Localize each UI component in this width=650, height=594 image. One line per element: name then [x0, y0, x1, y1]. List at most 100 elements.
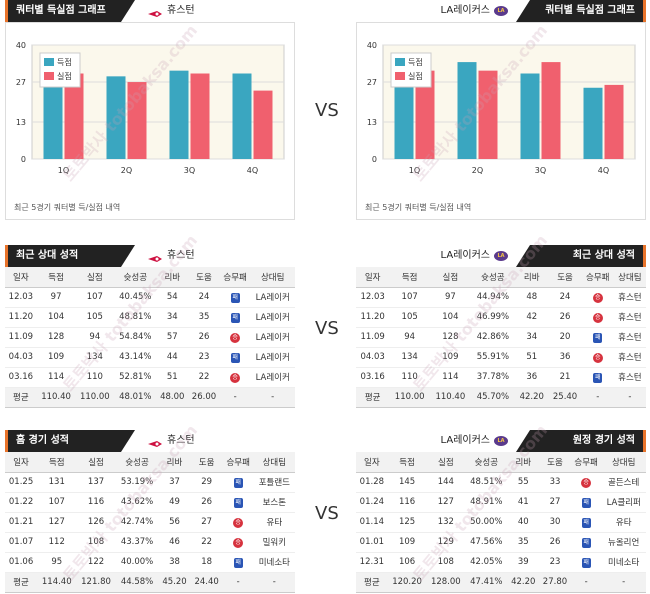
average-cell: -: [222, 572, 254, 593]
bar-실점-2Q: [127, 82, 147, 159]
bar-득점-3Q: [520, 73, 540, 159]
column-header: 리바: [507, 452, 540, 473]
average-cell: 27.80: [539, 572, 571, 593]
table-cell: LA레이커: [250, 367, 295, 388]
table-cell: 04.03: [356, 347, 390, 368]
average-cell: -: [570, 572, 602, 593]
average-cell: 45.70%: [470, 387, 516, 408]
table-cell: 107: [37, 492, 77, 513]
table-cell: 110: [75, 367, 115, 388]
result-badge: 승: [230, 332, 241, 343]
table-row: 01.06 95 122 40.00% 38 18 패 미네소타: [5, 552, 295, 573]
average-cell: 평균: [5, 387, 37, 408]
left-chart-team-name: 휴스턴: [167, 5, 195, 16]
legend-label: 득점: [57, 57, 72, 67]
table-cell: 38: [158, 552, 191, 573]
column-header: 리바: [515, 267, 549, 288]
table-cell: 30: [539, 512, 571, 533]
table-cell: 54.84%: [114, 327, 157, 348]
table-cell: 01.22: [5, 492, 38, 513]
table-cell: 104: [430, 307, 471, 328]
rockets-logo-icon: [147, 436, 163, 447]
average-cell: 26.00: [188, 387, 220, 408]
legend-swatch: [395, 72, 405, 80]
table-cell: 44.94%: [470, 287, 516, 308]
table-cell: 48.91%: [465, 492, 508, 513]
table-header-row: 일자 득점 실점 슛성공 리바 도움 승무패 상대팀: [5, 267, 295, 288]
recent-vs-label: VS: [315, 318, 339, 339]
column-header: 일자: [356, 267, 390, 288]
right-recent-title: 최근 상대 성적: [516, 245, 646, 267]
column-header: 상대팀: [601, 452, 646, 473]
result-badge-cell: 패: [222, 492, 254, 513]
table-cell: 36: [548, 347, 582, 368]
column-header: 승무패: [581, 267, 614, 288]
column-header: 슛성공: [465, 452, 508, 473]
column-header: 승무패: [219, 267, 251, 288]
result-badge: 승: [581, 477, 592, 488]
table-cell: 48.51%: [465, 472, 508, 493]
bar-실점-1Q: [415, 70, 435, 159]
table-cell: 42: [515, 307, 549, 328]
table-cell: 밀워키: [253, 532, 295, 553]
table-cell: 128: [36, 327, 76, 348]
table-cell: 42.05%: [465, 552, 508, 573]
table-cell: 40: [507, 512, 540, 533]
table-cell: 44: [156, 347, 189, 368]
average-cell: 48.01%: [114, 387, 157, 408]
left-recent-title: 최근 상대 성적: [5, 245, 135, 267]
average-cell: 121.80: [76, 572, 116, 593]
column-header: 리바: [158, 452, 191, 473]
table-cell: 108: [76, 532, 116, 553]
x-tick-label: 4Q: [247, 166, 258, 175]
column-header: 도움: [190, 452, 223, 473]
column-header: 슛성공: [470, 267, 516, 288]
table-cell: 56: [158, 512, 191, 533]
table-cell: 46.99%: [470, 307, 516, 328]
table-cell: 24: [548, 287, 582, 308]
table-cell: 50.00%: [465, 512, 508, 533]
table-row: 03.16 114 110 52.81% 51 22 승 LA레이커: [5, 367, 295, 388]
average-cell: -: [581, 387, 614, 408]
bar-실점-1Q: [64, 73, 84, 159]
table-row: 01.22 107 116 43.62% 49 26 패 보스톤: [5, 492, 295, 513]
average-cell: 24.40: [190, 572, 223, 593]
table-cell: 94: [75, 327, 115, 348]
bar-실점-4Q: [604, 84, 624, 159]
bar-실점-2Q: [478, 70, 498, 159]
right-recent-table: 일자 득점 실점 슛성공 리바 도움 승무패 상대팀 12.03 107 97 44.94% 48 24 승…: [356, 267, 646, 408]
table-cell: 126: [76, 512, 116, 533]
bar-득점-2Q: [106, 76, 126, 159]
table-cell: 유타: [601, 512, 646, 533]
table-cell: 20: [548, 327, 582, 348]
left-venue-team: 휴스턴: [147, 430, 195, 452]
lakers-logo-icon: LA: [494, 6, 508, 16]
right-chart-title: 쿼터별 득실점 그래프: [516, 0, 646, 22]
lakers-logo-icon: LA: [494, 251, 508, 261]
y-tick-label: 13: [16, 118, 26, 127]
average-cell: 48.00: [156, 387, 189, 408]
average-cell: 120.20: [387, 572, 427, 593]
table-cell: 보스톤: [253, 492, 295, 513]
x-tick-label: 2Q: [121, 166, 132, 175]
table-row: 12.31 106 108 42.05% 39 23 패 미네소타: [356, 552, 646, 573]
average-cell: 45.20: [158, 572, 191, 593]
result-badge-cell: 패: [570, 552, 602, 573]
bar-득점-4Q: [583, 87, 603, 159]
average-cell: -: [613, 387, 646, 408]
result-badge: 승: [592, 292, 603, 303]
table-cell: 51: [156, 367, 189, 388]
right-recent-panel: LA레이커스 LA 최근 상대 성적 일자 득점 실점 슛성공 리바 도움 승무패 상대팀 12…: [356, 245, 646, 408]
result-badge: 승: [230, 372, 241, 383]
column-header: 실점: [75, 267, 115, 288]
x-tick-label: 1Q: [58, 166, 69, 175]
table-row: 03.16 110 114 37.78% 36 21 패 휴스턴: [356, 367, 646, 388]
result-badge: 승: [233, 517, 244, 528]
bar-실점-3Q: [541, 62, 561, 159]
table-cell: 27: [539, 492, 571, 513]
table-cell: 22: [188, 367, 220, 388]
venue-vs-label: VS: [315, 503, 339, 524]
y-tick-label: 27: [367, 78, 377, 87]
column-header: 상대팀: [613, 267, 646, 288]
result-badge: 패: [593, 332, 603, 343]
